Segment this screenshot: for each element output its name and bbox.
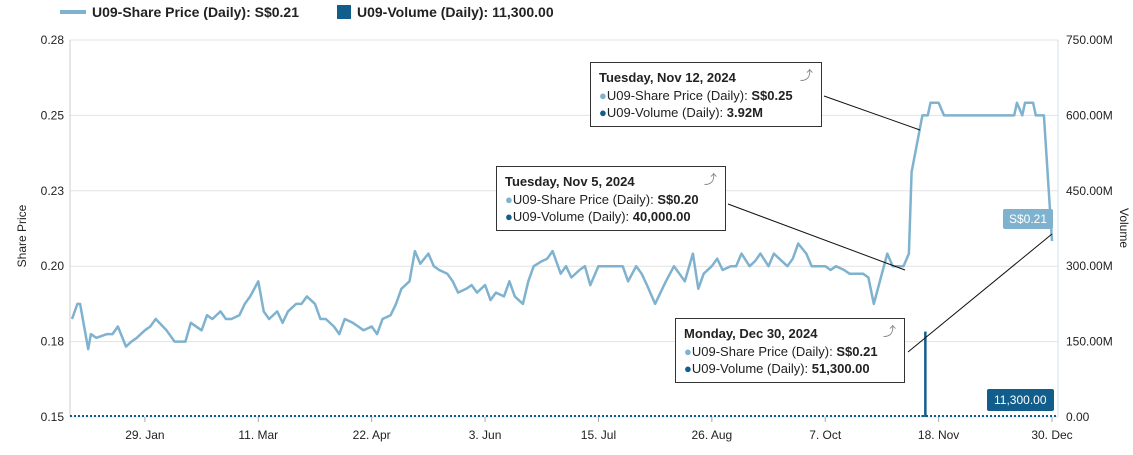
- x-tick-label: 22. Apr: [353, 428, 391, 442]
- y-tick-label: 0.28: [41, 33, 65, 47]
- x-tick-label: 3. Jun: [469, 428, 502, 442]
- y2-tick-label: 0.00: [1066, 410, 1090, 424]
- y2-tick-label: 300.00M: [1066, 259, 1113, 273]
- x-tick-label: 15. Jul: [581, 428, 616, 442]
- tooltip-price-label: U09-Share Price (Daily):: [512, 192, 658, 207]
- chart-legend: U09-Share Price (Daily): S$0.21 U09-Volu…: [60, 4, 554, 20]
- pin-icon[interactable]: ⤴: [799, 68, 813, 83]
- y-tick-label: 0.20: [41, 259, 65, 273]
- tooltip-volume-label: U09-Volume (Daily):: [606, 105, 727, 120]
- leader-line: [727, 203, 906, 271]
- leader-line: [907, 233, 1053, 353]
- tooltip-price-value: S$0.25: [751, 88, 793, 103]
- pin-icon[interactable]: ⤴: [882, 324, 896, 339]
- price-dot-icon: ●: [505, 192, 513, 207]
- volume-bar: [924, 331, 927, 417]
- volume-dot-icon: ●: [505, 209, 513, 224]
- legend-share-price-label: U09-Share Price (Daily): S$0.21: [92, 4, 299, 20]
- share-price-series-line: [70, 101, 1054, 351]
- tooltip-volume-value: 51,300.00: [811, 361, 870, 376]
- right-axis: 750.00M 600.00M 450.00M 300.00M 150.00M 0.00: [1057, 33, 1113, 424]
- x-axis: 29. Jan 11. Mar 22. Apr 3. Jun 15. Jul 26. Au…: [125, 417, 1073, 442]
- legend-volume-label: U09-Volume (Daily): 11,300.00: [357, 4, 554, 20]
- x-tick-label: 26. Aug: [691, 428, 732, 442]
- legend-item-volume[interactable]: U09-Volume (Daily): 11,300.00: [337, 4, 554, 20]
- y-tick-label: 0.18: [41, 335, 65, 349]
- left-axis: 0.28 0.25 0.23 0.20 0.18 0.15: [41, 33, 71, 424]
- x-tick-label: 29. Jan: [125, 428, 164, 442]
- y2-tick-label: 750.00M: [1066, 33, 1113, 47]
- tooltip-leaders: [727, 95, 1053, 353]
- share-price-swatch: [60, 10, 86, 14]
- x-tick-label: 30. Dec: [1031, 428, 1072, 442]
- y-axis-title: Share Price: [15, 204, 29, 267]
- tooltip-nov-5: ⤴ Tuesday, Nov 5, 2024 ●U09-Share Price …: [496, 166, 726, 231]
- x-tick-label: 18. Nov: [918, 428, 959, 442]
- legend-item-share-price[interactable]: U09-Share Price (Daily): S$0.21: [60, 4, 299, 20]
- y2-axis-title: Volume: [1117, 208, 1131, 248]
- tooltip-title: Tuesday, Nov 12, 2024: [599, 70, 736, 85]
- leader-line: [823, 95, 921, 131]
- tooltip-volume-value: 40,000.00: [632, 209, 691, 224]
- y2-tick-label: 450.00M: [1066, 184, 1113, 198]
- y2-tick-label: 150.00M: [1066, 335, 1113, 349]
- last-volume-badge: 11,300.00: [987, 389, 1054, 411]
- tooltip-title: Monday, Dec 30, 2024: [684, 326, 818, 341]
- price-dot-icon: ●: [599, 88, 607, 103]
- price-dot-icon: ●: [684, 344, 692, 359]
- x-tick-label: 11. Mar: [238, 428, 278, 442]
- share-price-line: [70, 101, 1054, 351]
- tooltip-price-value: S$0.20: [657, 192, 699, 207]
- tooltip-title: Tuesday, Nov 5, 2024: [505, 174, 635, 189]
- y-tick-label: 0.25: [41, 108, 65, 122]
- y2-tick-label: 600.00M: [1066, 108, 1113, 122]
- tooltip-volume-label: U09-Volume (Daily):: [512, 209, 633, 224]
- tooltip-dec-30: ⤴ Monday, Dec 30, 2024 ●U09-Share Price …: [675, 318, 905, 383]
- y-tick-label: 0.15: [41, 410, 65, 424]
- tooltip-volume-value: 3.92M: [726, 105, 763, 120]
- volume-bar: [921, 415, 924, 417]
- tooltip-nov-12: ⤴ Tuesday, Nov 12, 2024 ●U09-Share Price…: [590, 62, 822, 127]
- x-tick-label: 7. Oct: [809, 428, 842, 442]
- tooltip-price-label: U09-Share Price (Daily):: [606, 88, 752, 103]
- y-tick-label: 0.23: [41, 184, 65, 198]
- tooltip-price-label: U09-Share Price (Daily):: [691, 344, 837, 359]
- tooltip-volume-label: U09-Volume (Daily):: [691, 361, 812, 376]
- pin-icon[interactable]: ⤴: [703, 172, 717, 187]
- volume-bars: [70, 331, 1058, 417]
- volume-swatch: [337, 5, 351, 19]
- volume-dot-icon: ●: [599, 105, 607, 120]
- tooltip-price-value: S$0.21: [836, 344, 878, 359]
- volume-dot-icon: ●: [684, 361, 692, 376]
- last-price-badge: S$0.21: [1003, 209, 1054, 229]
